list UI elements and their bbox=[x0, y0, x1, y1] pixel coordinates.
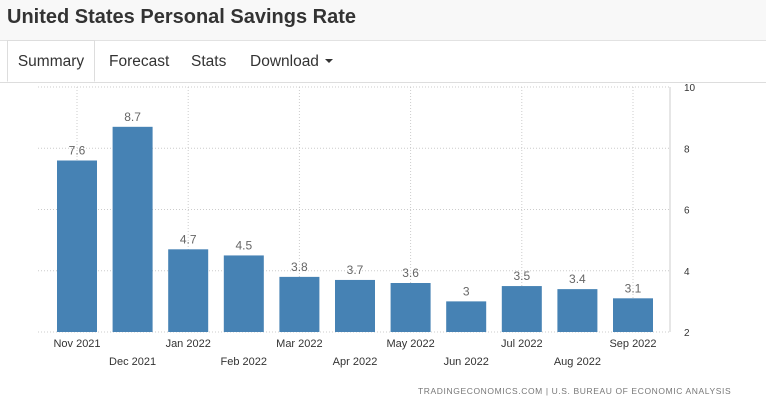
x-tick-label: Feb 2022 bbox=[221, 356, 267, 368]
x-tick-label: Nov 2021 bbox=[53, 338, 100, 350]
tab-download-label: Download bbox=[250, 53, 319, 70]
bar bbox=[279, 276, 320, 332]
bar bbox=[501, 286, 542, 332]
data-label: 4.5 bbox=[235, 238, 252, 252]
data-label: 3.4 bbox=[569, 272, 586, 286]
x-tick-label: Aug 2022 bbox=[554, 356, 601, 368]
tab-summary[interactable]: Summary bbox=[7, 40, 95, 82]
y-tick-label: 8 bbox=[684, 144, 690, 155]
bar-chart: 2 4 6 8 10 7.6 Nov 2021 8.7 Dec 2021 4.7 Jan 2022 4… bbox=[38, 83, 696, 368]
x-tick-label: Mar 2022 bbox=[276, 338, 322, 350]
y-tick-label: 10 bbox=[684, 83, 696, 94]
x-tick-label: Jul 2022 bbox=[501, 338, 543, 350]
x-tick-label: Dec 2021 bbox=[109, 356, 156, 368]
source-attribution: TRADINGECONOMICS.COM | U.S. BUREAU OF EC… bbox=[418, 386, 732, 396]
x-tick-label: Jan 2022 bbox=[166, 338, 211, 350]
y-tick-label: 2 bbox=[684, 328, 690, 339]
x-tick-label: May 2022 bbox=[386, 338, 434, 350]
data-label: 3 bbox=[463, 284, 470, 298]
x-tick-label: Apr 2022 bbox=[333, 356, 378, 368]
y-tick-label: 4 bbox=[684, 267, 690, 278]
bar bbox=[223, 255, 264, 332]
x-tick-label: Jun 2022 bbox=[444, 356, 489, 368]
bar bbox=[112, 126, 153, 332]
bar bbox=[57, 160, 97, 332]
data-label: 4.7 bbox=[180, 232, 197, 246]
bar bbox=[557, 289, 598, 332]
page-header: United States Personal Savings Rate bbox=[0, 0, 766, 41]
bar bbox=[446, 301, 487, 332]
data-label: 3.8 bbox=[291, 260, 308, 274]
bar bbox=[613, 298, 653, 332]
bar bbox=[390, 283, 431, 332]
data-label: 3.1 bbox=[625, 281, 642, 295]
y-tick-label: 6 bbox=[684, 206, 690, 217]
tab-stats[interactable]: Stats bbox=[191, 53, 227, 70]
caret-down-icon bbox=[324, 58, 333, 63]
data-label: 3.5 bbox=[513, 269, 530, 283]
data-label: 3.6 bbox=[402, 266, 419, 280]
data-label: 8.7 bbox=[124, 110, 141, 124]
data-label: 3.7 bbox=[347, 263, 364, 277]
tab-bar: Summary Forecast Stats Download bbox=[0, 40, 766, 83]
tab-forecast[interactable]: Forecast bbox=[109, 53, 170, 70]
page-title: United States Personal Savings Rate bbox=[7, 6, 357, 28]
bar bbox=[168, 249, 209, 332]
x-tick-label: Sep 2022 bbox=[609, 338, 656, 350]
data-label: 7.6 bbox=[69, 144, 86, 158]
tab-download[interactable]: Download bbox=[250, 41, 333, 82]
chart-area: 2 4 6 8 10 7.6 Nov 2021 8.7 Dec 2021 4.7 Jan 2022 4… bbox=[0, 82, 766, 415]
bar bbox=[335, 279, 375, 332]
